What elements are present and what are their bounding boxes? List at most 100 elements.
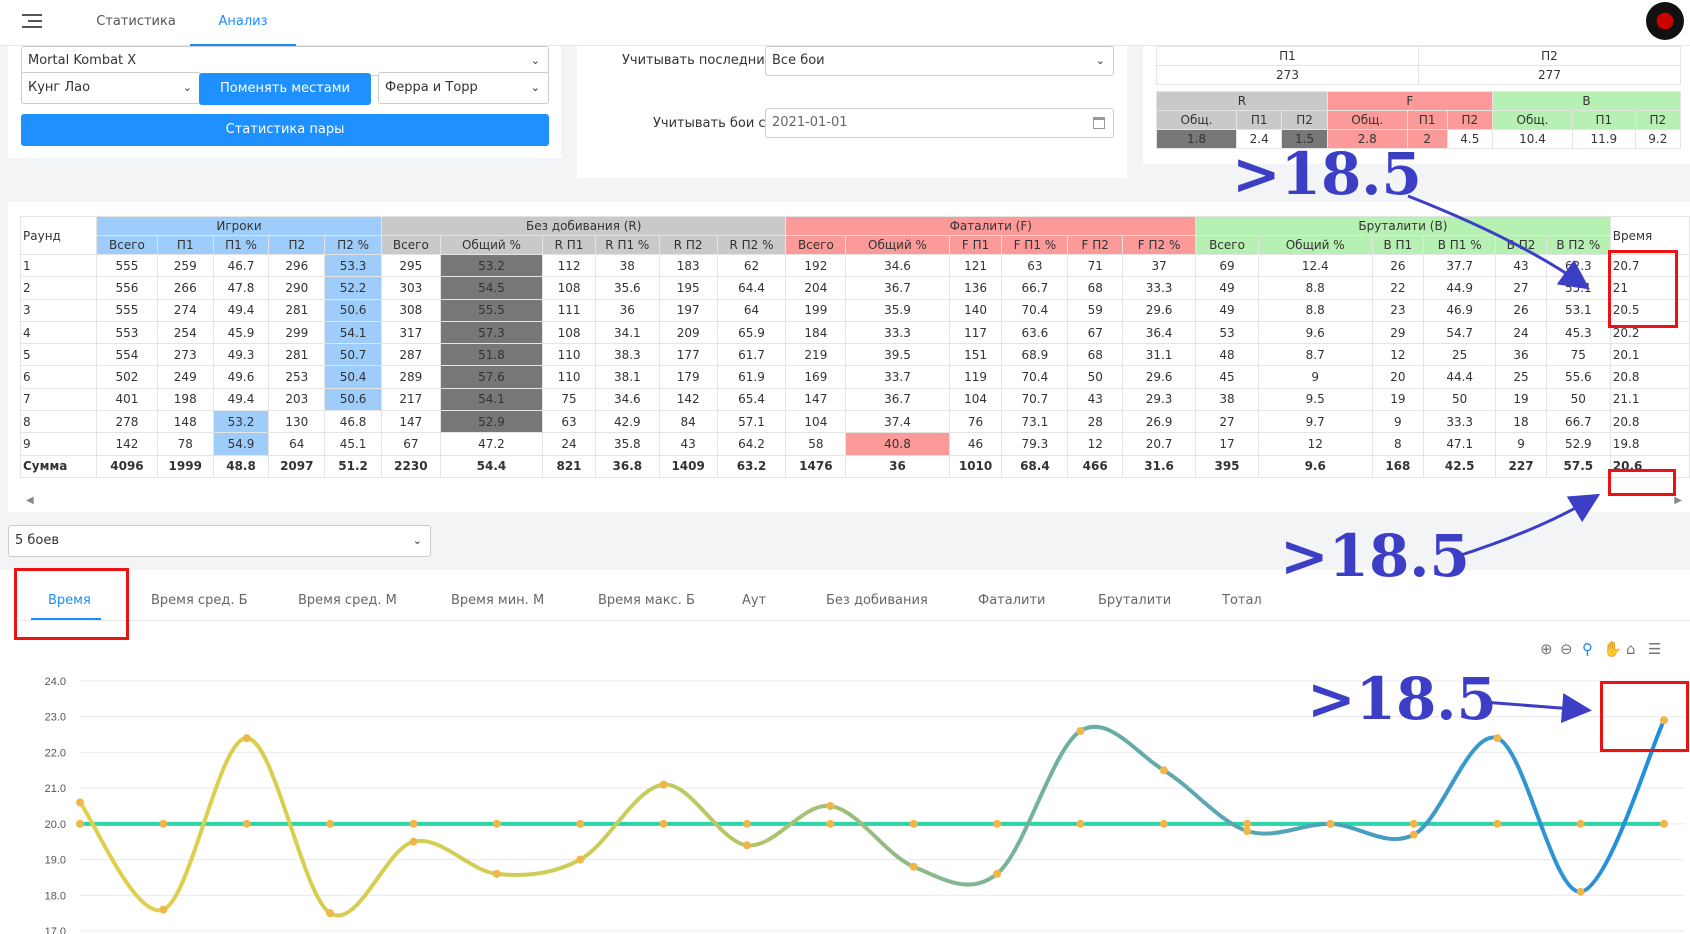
summary-group-f: F (1326, 91, 1494, 111)
data-point[interactable] (909, 862, 918, 871)
average-point[interactable] (326, 819, 335, 828)
group-no-finish: Без добивания (R) (380, 216, 787, 236)
data-point[interactable] (1243, 827, 1252, 835)
average-point[interactable] (826, 819, 835, 828)
average-point[interactable] (1159, 819, 1168, 828)
fights-from-date-input[interactable]: 2021-01-01 (765, 108, 1114, 138)
menu-icon[interactable]: ☰ (1648, 640, 1662, 658)
table-cell: 183 (658, 253, 718, 278)
table-cell: 48.8 (212, 454, 270, 478)
scroll-right-icon[interactable]: ▶ (1674, 495, 1682, 506)
average-point[interactable] (1243, 819, 1252, 828)
table-cell: 1010 (948, 454, 1003, 478)
average-point[interactable] (492, 819, 501, 828)
rounds-table-panel: Раунд Игроки Без добивания (R) Фаталити … (8, 202, 1690, 512)
pair-stats-button[interactable]: Статистика пары (21, 114, 549, 146)
data-point[interactable] (76, 798, 84, 807)
table-cell: 65.4 (716, 387, 787, 412)
table-cell: 49.4 (212, 387, 270, 412)
data-point[interactable] (1159, 766, 1168, 775)
average-point[interactable] (1493, 819, 1502, 828)
y-tick-label: 18.0 (45, 890, 66, 902)
data-point[interactable] (1409, 830, 1418, 839)
average-point[interactable] (1660, 819, 1668, 828)
time-header: Время (1609, 216, 1690, 255)
fights-from-value: 2021-01-01 (772, 115, 848, 130)
player2-value: Ферра и Торр (385, 80, 478, 95)
data-point[interactable] (659, 780, 668, 789)
average-point[interactable] (576, 819, 585, 828)
average-point[interactable] (909, 819, 918, 828)
chevron-down-icon: ⌄ (530, 54, 540, 67)
data-point[interactable] (326, 909, 335, 918)
chart-tab[interactable]: Без добивания (826, 593, 928, 608)
data-point[interactable] (1576, 887, 1585, 896)
time-cell: 20.5 (1609, 298, 1690, 322)
average-point[interactable] (1076, 819, 1085, 828)
pan-icon[interactable]: ✋ (1603, 640, 1622, 658)
average-point[interactable] (659, 819, 668, 828)
chart-tab[interactable]: Тотал (1222, 593, 1262, 608)
data-point[interactable] (492, 869, 501, 878)
average-point[interactable] (242, 819, 251, 828)
y-tick-label: 17.0 (45, 926, 66, 934)
zoom-out-icon[interactable]: ⊖ (1560, 640, 1573, 658)
table-cell: 9.7 (1257, 410, 1373, 434)
table-horizontal-scrollbar[interactable]: ◀ ▶ (20, 495, 1690, 510)
player2-select[interactable]: Ферра и Торр ⌄ (378, 72, 549, 104)
chart-tab[interactable]: Время (48, 593, 91, 608)
data-point[interactable] (409, 837, 418, 846)
time-cell: 20.6 (1609, 454, 1690, 478)
average-point[interactable] (1576, 819, 1585, 828)
game-select[interactable]: Mortal Kombat X ⌄ (21, 46, 549, 76)
menu-toggle-icon[interactable] (22, 14, 42, 30)
player1-value: Кунг Лао (28, 80, 91, 95)
chart-tab[interactable]: Аут (742, 593, 767, 608)
average-point[interactable] (993, 819, 1002, 828)
last-fights-value: Все бои (772, 53, 825, 68)
average-point[interactable] (409, 819, 418, 828)
data-point[interactable] (1493, 734, 1502, 743)
fights-count-select[interactable]: 5 боев ⌄ (8, 525, 431, 557)
average-point[interactable] (1409, 819, 1418, 828)
data-point[interactable] (1660, 716, 1668, 725)
data-point[interactable] (242, 734, 251, 743)
magnifier-icon[interactable]: ⚲ (1582, 640, 1593, 658)
home-icon[interactable]: ⌂ (1626, 640, 1636, 658)
table-cell: 48 (1195, 343, 1259, 367)
data-point[interactable] (576, 855, 585, 864)
scroll-left-icon[interactable]: ◀ (26, 495, 34, 506)
chart-tab[interactable]: Фаталити (978, 593, 1046, 608)
chart-tab[interactable]: Время мин. М (451, 593, 545, 608)
player1-select[interactable]: Кунг Лао ⌄ (21, 72, 201, 104)
data-point[interactable] (826, 802, 835, 810)
average-point[interactable] (742, 819, 751, 828)
table-cell: 295 (380, 253, 441, 278)
chart-tab[interactable]: Бруталити (1098, 593, 1172, 608)
swap-players-button[interactable]: Поменять местами (199, 73, 371, 105)
table-cell: 33.7 (845, 365, 950, 389)
table-cell: 1409 (658, 454, 718, 478)
table-cell: 47.8 (212, 276, 270, 300)
data-point[interactable] (159, 905, 168, 914)
average-point[interactable] (76, 819, 84, 828)
avatar[interactable] (1646, 2, 1684, 40)
zoom-in-icon[interactable]: ⊕ (1540, 640, 1553, 658)
summary-subheader: П2 (1281, 110, 1328, 130)
table-cell: 34.6 (594, 387, 660, 412)
table-cell: 266 (156, 276, 214, 300)
chart-tab[interactable]: Время сред. Б (151, 593, 248, 608)
annotation-text: >18.5 (1307, 665, 1497, 733)
average-point[interactable] (159, 819, 168, 828)
chart-tab[interactable]: Время макс. Б (598, 593, 695, 608)
tab-analysis[interactable]: Анализ (190, 0, 296, 46)
data-point[interactable] (1076, 727, 1085, 735)
data-point[interactable] (1326, 819, 1335, 828)
last-fights-select[interactable]: Все бои ⌄ (765, 46, 1114, 76)
tab-statistics[interactable]: Статистика (96, 14, 176, 29)
data-point[interactable] (742, 841, 751, 850)
calendar-icon[interactable] (1093, 117, 1105, 129)
table-cell: 25 (1423, 343, 1497, 367)
data-point[interactable] (993, 869, 1002, 878)
chart-tab[interactable]: Время сред. М (298, 593, 397, 608)
